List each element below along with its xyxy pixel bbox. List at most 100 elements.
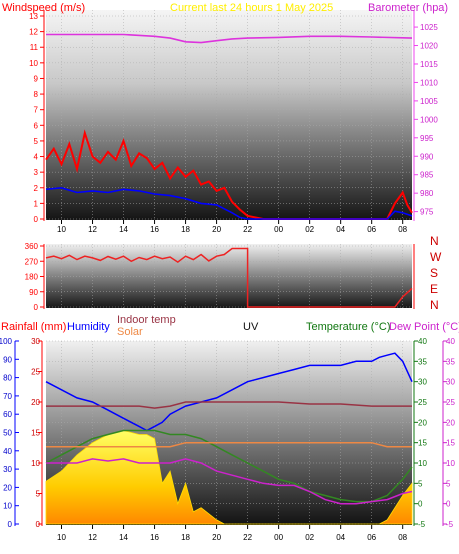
temperature-tick-label: 40 bbox=[418, 337, 427, 346]
wind-tick-label: 1 bbox=[34, 199, 39, 208]
humidity-axis-label: Humidity bbox=[67, 321, 110, 333]
wind-direction-series bbox=[45, 247, 413, 308]
dewpoint-axis-ticks: -5 0 5 10 15 20 25 30 35 40 bbox=[443, 337, 455, 529]
dewpoint-line bbox=[46, 458, 413, 505]
solar-max-line bbox=[46, 441, 412, 448]
temperature-tick-label: -5 bbox=[418, 520, 426, 529]
temperature-series bbox=[45, 352, 413, 525]
rainfall-tick-label: 40 bbox=[3, 447, 12, 456]
humidity-tick-label: 10 bbox=[31, 459, 40, 468]
x-tick-label: 00 bbox=[274, 533, 283, 542]
rainfall-axis-label: Rainfall (mm) bbox=[1, 321, 66, 333]
wind-tick-label: 4 bbox=[34, 153, 39, 162]
humidity-tick-label: 15 bbox=[31, 429, 40, 438]
temperature-axis-ticks: -5 0 5 10 15 20 25 30 35 40 bbox=[414, 337, 427, 529]
wind-tick-label: 7 bbox=[34, 106, 39, 115]
temperature-axis-label: Temperature (°C) bbox=[306, 321, 390, 333]
wind-tick-label: 8 bbox=[34, 90, 39, 99]
x-tick-label: 14 bbox=[119, 533, 128, 542]
direction-tick-label: 0 bbox=[34, 303, 39, 312]
wind-axis-label: Windspeed (m/s) bbox=[2, 2, 85, 14]
x-tick-label: 20 bbox=[212, 533, 221, 542]
wind-tick-label: 9 bbox=[34, 74, 39, 83]
wind-tick-label: 2 bbox=[34, 184, 39, 193]
chart-title: Current last 24 hours 1 May 2025 bbox=[170, 2, 333, 14]
wind-tick-label: 13 bbox=[29, 12, 38, 21]
wind-tick-label: 5 bbox=[34, 137, 39, 146]
baro-tick-label: 1000 bbox=[420, 115, 438, 124]
humidity-tick-label: 20 bbox=[31, 398, 40, 407]
wind-baro-plot-area bbox=[46, 10, 412, 220]
x-tick-label: 18 bbox=[181, 533, 190, 542]
x-tick-label: 08 bbox=[398, 225, 407, 234]
x-tick-label: 18 bbox=[181, 225, 190, 234]
humidity-line bbox=[45, 352, 413, 432]
temperature-tick-label: 5 bbox=[418, 479, 423, 488]
wind-tick-label: 10 bbox=[29, 59, 38, 68]
x-tick-label: 02 bbox=[305, 225, 314, 234]
direction-tick-label: 360 bbox=[25, 242, 39, 251]
rainfall-tick-label: 60 bbox=[3, 410, 12, 419]
baro-tick-label: 1005 bbox=[420, 97, 438, 106]
wind-tick-label: 11 bbox=[30, 43, 39, 52]
rainfall-tick-label: 0 bbox=[8, 520, 13, 529]
temperature-tick-label: 10 bbox=[418, 459, 427, 468]
baro-tick-label: 1010 bbox=[420, 78, 438, 87]
rainfall-tick-label: 30 bbox=[3, 465, 12, 474]
rainfall-tick-label: 20 bbox=[3, 483, 12, 492]
rainfall-axis-ticks: 0 10 20 30 40 50 60 70 80 90 100 bbox=[0, 337, 19, 529]
compass-label: N bbox=[430, 298, 439, 312]
wind-x-ticks: 10 12 14 16 18 20 22 00 02 04 06 08 bbox=[57, 220, 408, 234]
x-tick-label: 10 bbox=[57, 533, 66, 542]
temperature-tick-label: 20 bbox=[418, 418, 427, 427]
wind-tick-label: 12 bbox=[29, 28, 38, 37]
temperature-tick-label: 15 bbox=[418, 439, 427, 448]
temperature-tick-label: 0 bbox=[418, 500, 423, 509]
direction-tick-label: 90 bbox=[29, 288, 38, 297]
temperature-line bbox=[45, 429, 413, 503]
barometer-line bbox=[46, 33, 413, 44]
baro-tick-label: 1020 bbox=[420, 42, 438, 51]
x-tick-label: 06 bbox=[367, 533, 376, 542]
rainfall-tick-label: 50 bbox=[3, 429, 12, 438]
baro-tick-label: 995 bbox=[420, 134, 434, 143]
direction-tick-label: 270 bbox=[25, 257, 39, 266]
dewpoint-axis-label: Dew Point (°C) bbox=[389, 321, 459, 333]
baro-tick-label: 1025 bbox=[420, 23, 438, 32]
temperature-tick-label: 35 bbox=[418, 357, 427, 366]
x-tick-label: 04 bbox=[336, 533, 345, 542]
wind-direction-plot-area bbox=[46, 244, 412, 308]
dewpoint-tick-label: 15 bbox=[446, 439, 455, 448]
humidity-tick-label: 25 bbox=[31, 368, 40, 377]
baro-tick-label: 990 bbox=[420, 152, 434, 161]
wind-direction-grid bbox=[46, 244, 412, 308]
rainfall-tick-label: 10 bbox=[3, 502, 12, 511]
dewpoint-tick-label: 20 bbox=[446, 418, 455, 427]
x-tick-label: 16 bbox=[150, 533, 159, 542]
dewpoint-tick-label: 40 bbox=[446, 337, 455, 346]
wind-direction-line bbox=[45, 247, 413, 308]
compass-label: N bbox=[430, 234, 439, 248]
x-tick-label: 04 bbox=[336, 225, 345, 234]
wind-tick-label: 0 bbox=[34, 215, 39, 224]
temperature-tick-label: 25 bbox=[418, 398, 427, 407]
uv-axis-label: UV bbox=[243, 321, 259, 333]
dewpoint-tick-label: 30 bbox=[446, 378, 455, 387]
solar-axis-label: Solar bbox=[117, 326, 143, 338]
dewpoint-tick-label: 25 bbox=[446, 398, 455, 407]
x-tick-label: 12 bbox=[88, 225, 97, 234]
dewpoint-tick-label: 10 bbox=[446, 459, 455, 468]
dewpoint-tick-label: 5 bbox=[446, 479, 451, 488]
baro-tick-label: 1015 bbox=[420, 60, 438, 69]
wind-tick-label: 3 bbox=[34, 168, 39, 177]
x-tick-label: 08 bbox=[398, 533, 407, 542]
wind-baro-series bbox=[45, 33, 413, 220]
baro-axis-label: Barometer (hpa) bbox=[368, 2, 448, 14]
dewpoint-tick-label: 0 bbox=[446, 500, 451, 509]
x-tick-label: 16 bbox=[150, 225, 159, 234]
wind-tick-label: 6 bbox=[34, 121, 39, 130]
compass-label: E bbox=[430, 282, 438, 296]
